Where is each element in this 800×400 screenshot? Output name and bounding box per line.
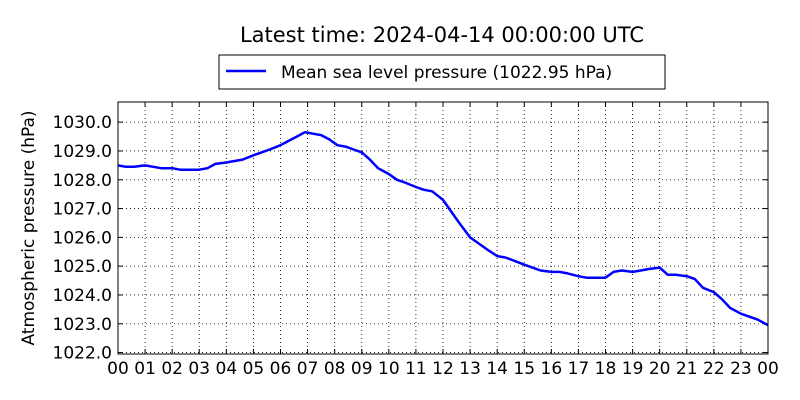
- x-tick-label: 00: [107, 359, 129, 379]
- x-tick-label: 14: [486, 359, 508, 379]
- y-tick-label: 1026.0: [53, 228, 112, 248]
- x-tick-label: 18: [595, 359, 617, 379]
- x-tick-label: 17: [568, 359, 590, 379]
- series-group: [117, 130, 769, 327]
- x-tick-label: 19: [622, 359, 644, 379]
- x-tick-label: 07: [297, 359, 319, 379]
- x-tick-label: 05: [243, 359, 265, 379]
- x-tick-label: 16: [541, 359, 563, 379]
- y-axis-label: Atmospheric pressure (hPa): [19, 110, 39, 345]
- legend: Mean sea level pressure (1022.95 hPa): [218, 54, 666, 90]
- y-tick-label: 1024.0: [53, 286, 112, 306]
- legend-label: Mean sea level pressure (1022.95 hPa): [281, 63, 612, 83]
- y-tick-label: 1030.0: [53, 113, 112, 133]
- x-tick-label: 15: [513, 359, 535, 379]
- y-axis-ticks: 1022.0 1023.0 1024.0 1025.0 1026.0 1027.0 1028…: [53, 113, 768, 364]
- x-tick-label: 01: [134, 359, 156, 379]
- x-tick-label: 10: [378, 359, 400, 379]
- x-tick-label: 06: [270, 359, 292, 379]
- x-tick-label: 03: [188, 359, 210, 379]
- x-tick-label: 22: [703, 359, 725, 379]
- x-tick-label: 21: [676, 359, 698, 379]
- grid: [117, 102, 769, 354]
- x-tick-label: 04: [216, 359, 238, 379]
- legend-box: [218, 54, 666, 90]
- y-tick-label: 1027.0: [53, 200, 112, 220]
- x-tick-label: 23: [730, 359, 752, 379]
- y-tick-label: 1028.0: [53, 171, 112, 191]
- chart-title: Latest time: 2024-04-14 00:00:00 UTC: [240, 23, 644, 47]
- y-tick-label: 1022.0: [53, 344, 112, 364]
- x-tick-label: 11: [405, 359, 427, 379]
- y-tick-label: 1029.0: [53, 142, 112, 162]
- x-tick-label: 00: [757, 359, 779, 379]
- x-tick-label: 12: [432, 359, 454, 379]
- series-line-pressure: [117, 130, 769, 327]
- plot-area-frame: [117, 101, 769, 355]
- x-tick-label: 20: [649, 359, 671, 379]
- y-tick-label: 1023.0: [53, 315, 112, 335]
- x-tick-label: 09: [351, 359, 373, 379]
- x-axis-ticks: 00 01 02 03 04 05 06 07 08 09 10 11 12 13 14 15 16 17 18 19…: [107, 102, 779, 379]
- y-tick-label: 1025.0: [53, 257, 112, 277]
- x-tick-label: 08: [324, 359, 346, 379]
- x-tick-label: 13: [459, 359, 481, 379]
- x-tick-label: 02: [161, 359, 183, 379]
